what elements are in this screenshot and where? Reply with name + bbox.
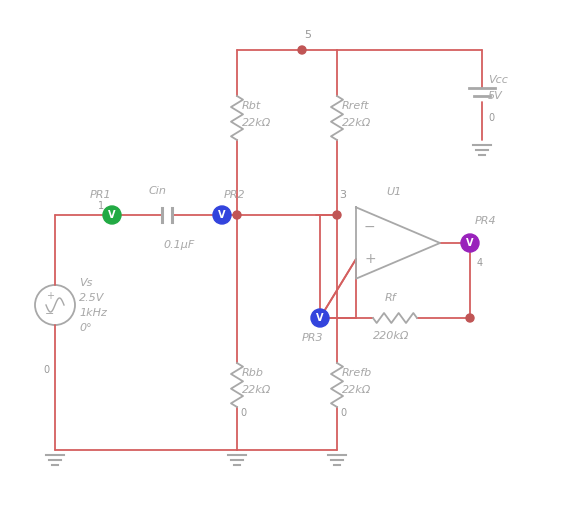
Text: Vs: Vs — [79, 278, 93, 288]
Text: 0: 0 — [240, 408, 246, 418]
Text: V: V — [466, 238, 473, 248]
Circle shape — [311, 309, 329, 327]
Text: 0°: 0° — [79, 323, 92, 333]
Text: V: V — [108, 210, 116, 220]
Text: 5V: 5V — [488, 91, 503, 101]
Circle shape — [461, 234, 479, 252]
Text: Rbt: Rbt — [242, 101, 261, 111]
Text: 22kΩ: 22kΩ — [342, 118, 372, 128]
Text: 3: 3 — [339, 190, 346, 200]
Circle shape — [298, 46, 306, 54]
Text: PR3: PR3 — [302, 333, 323, 343]
Circle shape — [466, 314, 474, 322]
Text: Cin: Cin — [149, 186, 167, 196]
Text: 1: 1 — [98, 201, 104, 211]
Text: 22kΩ: 22kΩ — [242, 385, 271, 395]
Circle shape — [103, 206, 121, 224]
Text: Rreft: Rreft — [342, 101, 370, 111]
Text: PR1: PR1 — [90, 190, 111, 200]
Circle shape — [233, 211, 241, 219]
Text: +: + — [364, 252, 376, 266]
Text: V: V — [316, 313, 323, 323]
Text: −: − — [45, 309, 54, 319]
Text: 2.5V: 2.5V — [79, 293, 104, 303]
Text: 0: 0 — [340, 408, 346, 418]
Text: +: + — [46, 291, 54, 301]
Circle shape — [316, 314, 324, 322]
Text: −: − — [364, 220, 376, 234]
Text: 0.1μF: 0.1μF — [163, 240, 194, 250]
Text: Vcc: Vcc — [488, 75, 508, 85]
Text: U1: U1 — [386, 187, 401, 197]
Text: PR2: PR2 — [224, 190, 246, 200]
Text: PR4: PR4 — [475, 216, 496, 226]
Text: 22kΩ: 22kΩ — [342, 385, 372, 395]
Text: 22kΩ: 22kΩ — [242, 118, 271, 128]
Circle shape — [213, 206, 231, 224]
Text: 5: 5 — [304, 30, 311, 40]
Text: 4: 4 — [477, 258, 483, 268]
Text: 0: 0 — [488, 113, 494, 123]
Text: 1kHz: 1kHz — [79, 308, 107, 318]
Text: Rbb: Rbb — [242, 368, 264, 378]
Circle shape — [333, 211, 341, 219]
Text: Rrefb: Rrefb — [342, 368, 372, 378]
Text: V: V — [218, 210, 226, 220]
Text: 220kΩ: 220kΩ — [373, 331, 410, 341]
Text: Rf: Rf — [385, 293, 397, 303]
Text: 0: 0 — [43, 365, 49, 375]
